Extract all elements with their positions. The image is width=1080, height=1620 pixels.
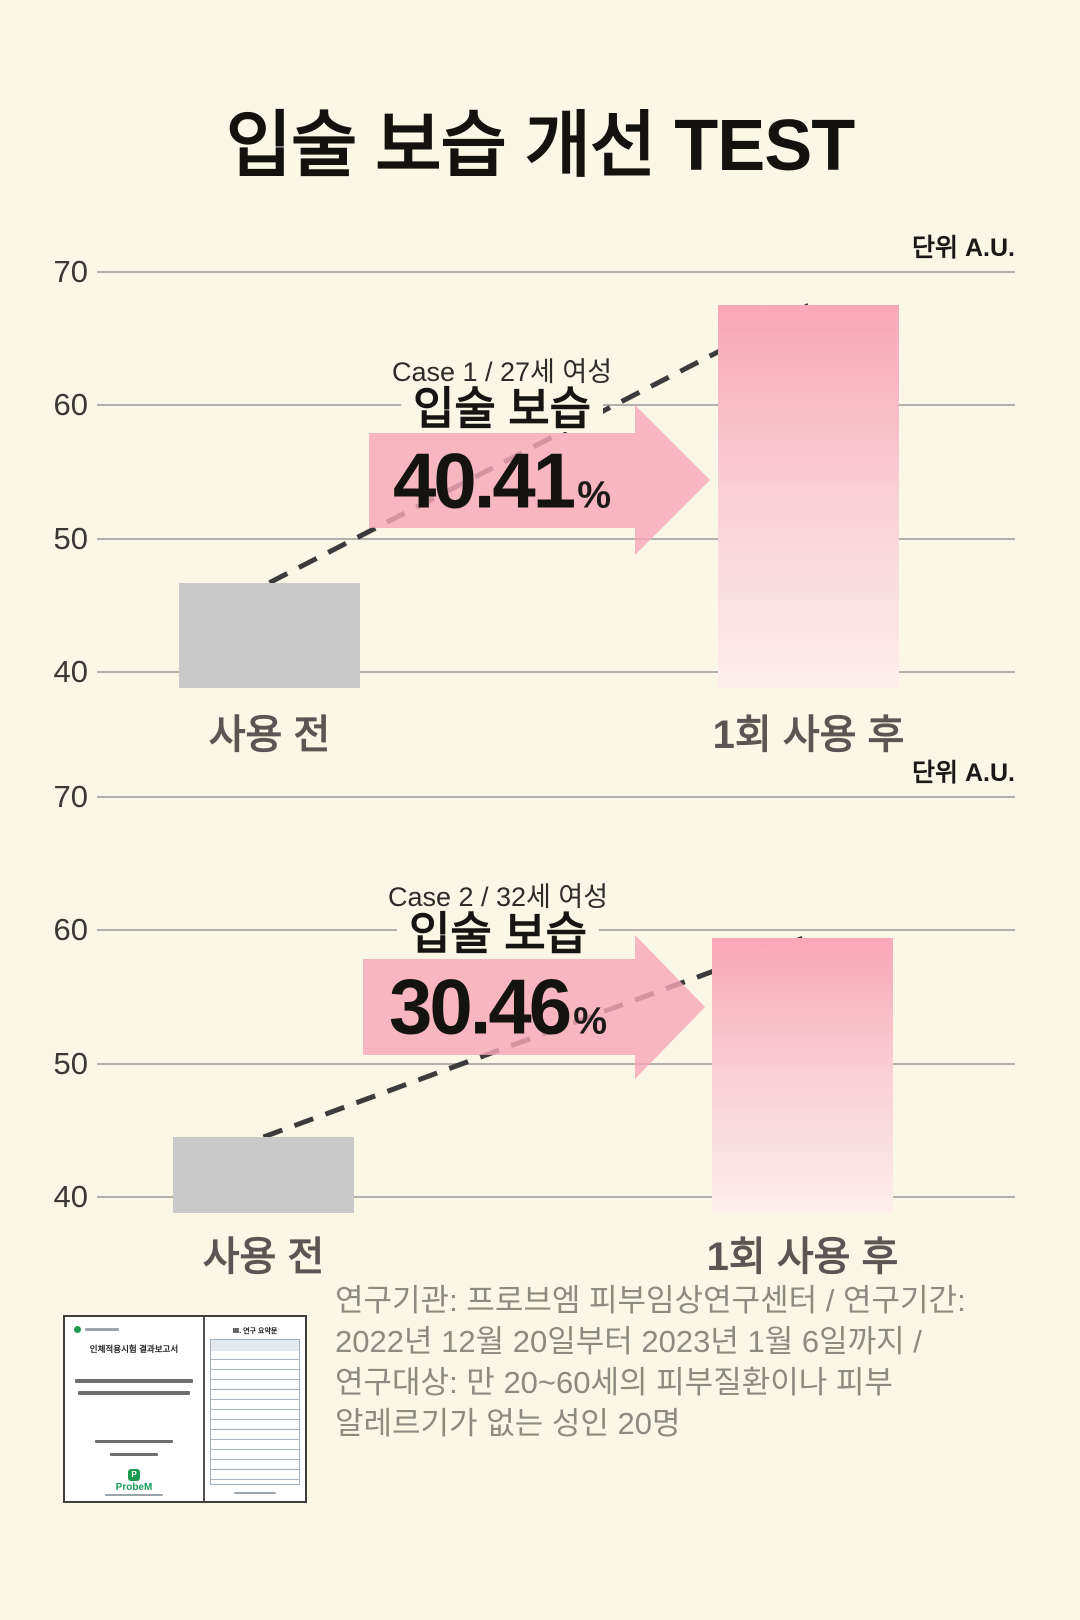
metric-label: 입술 보습 (396, 911, 600, 957)
gridline (97, 671, 1015, 673)
report-cover-page: 인체적용시험 결과보고서 P ProbeM (65, 1317, 203, 1501)
decorative-text-line (95, 1440, 173, 1443)
improvement-value: 30.46 (389, 962, 572, 1051)
page-title: 입술 보습 개선 TEST (225, 106, 855, 186)
decorative-text-line (75, 1379, 193, 1383)
y-axis-tick: 70 (53, 254, 88, 289)
bar-after (712, 938, 893, 1213)
bar-after (718, 305, 899, 688)
probem-logo-icon (74, 1326, 81, 1333)
improvement-percentage: 40.41 % (393, 436, 611, 527)
axis-unit-label: 단위 A.U. (912, 234, 1015, 262)
report-title: 인체적용시험 결과보고서 (89, 1344, 179, 1354)
bar-label-after: 1회 사용 후 (712, 713, 905, 757)
y-axis-tick: 50 (53, 520, 88, 556)
probem-logo-icon: P (128, 1469, 140, 1481)
decorative-text-line (78, 1391, 190, 1395)
y-axis-tick: 40 (53, 654, 88, 689)
improvement-arrow-icon (363, 935, 705, 1079)
report-document-thumbnail: 인체적용시험 결과보고서 P ProbeM Ⅲ. 연구 요약문 (63, 1315, 307, 1503)
improvement-value: 40.41 (393, 436, 576, 525)
gridline (97, 796, 1015, 798)
axis-unit-label: 단위 A.U. (912, 759, 1015, 787)
report-summary-page: Ⅲ. 연구 요약문 (203, 1317, 305, 1501)
bar-label-before: 사용 전 (202, 1235, 325, 1279)
gridline (97, 271, 1015, 273)
percent-sign: % (573, 1000, 607, 1043)
decorative-text-line (105, 1494, 163, 1496)
bar-label-after: 1회 사용 후 (706, 1235, 899, 1279)
y-axis-tick: 40 (53, 1179, 88, 1214)
y-axis-tick: 70 (53, 779, 88, 814)
report-summary-header: Ⅲ. 연구 요약문 (232, 1328, 278, 1335)
y-axis-tick: 60 (53, 912, 88, 948)
case-label: Case 1 / 27세 여성 (391, 357, 613, 387)
y-axis-tick: 60 (53, 387, 88, 423)
decorative-text-line (234, 1492, 276, 1494)
case-label: Case 2 / 32세 여성 (387, 882, 609, 912)
metric-label: 입술 보습 (400, 386, 604, 432)
bar-before (173, 1137, 354, 1213)
decorative-text-line (110, 1453, 158, 1456)
probem-logo-wordmark: ProbeM (115, 1482, 153, 1493)
study-info-text: 연구기관: 프로브엠 피부임상연구센터 / 연구기간: 2022년 12월 20… (335, 1283, 966, 1441)
report-summary-table (210, 1339, 300, 1485)
y-axis-tick: 50 (53, 1045, 88, 1081)
percent-sign: % (577, 474, 611, 517)
gridline (97, 1196, 1015, 1198)
bar-label-before: 사용 전 (208, 713, 331, 757)
improvement-percentage: 30.46 % (389, 962, 607, 1053)
decorative-text-line (85, 1328, 119, 1331)
bar-before (179, 582, 360, 688)
